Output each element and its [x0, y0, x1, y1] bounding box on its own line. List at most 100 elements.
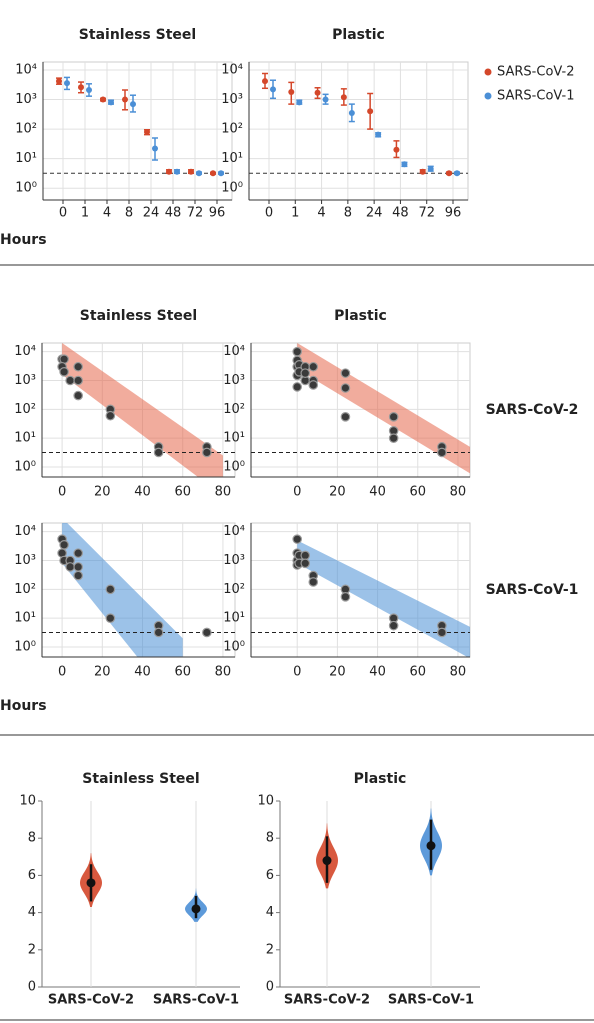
- x-tick-label: 48: [165, 206, 182, 221]
- x-tick-label: SARS-CoV-2: [284, 993, 370, 1008]
- legend-marker: [484, 68, 492, 76]
- y-tick-label: 10²: [221, 122, 243, 137]
- y-tick-label: 10¹: [14, 611, 36, 626]
- x-tick-label: 4: [317, 206, 325, 221]
- point: [262, 78, 268, 85]
- median: [426, 841, 436, 851]
- y-tick-label: 10²: [223, 582, 245, 597]
- point: [300, 558, 311, 569]
- x-tick-label: SARS-CoV-1: [153, 993, 239, 1008]
- y-tick-label: 10¹: [223, 431, 245, 446]
- point: [340, 592, 351, 602]
- y-tick-label: 8: [266, 831, 274, 846]
- point: [388, 412, 399, 422]
- y-tick-label: 10³: [223, 553, 245, 568]
- point: [100, 96, 106, 103]
- point: [388, 433, 399, 443]
- x-tick-label: 48: [392, 206, 409, 221]
- row-label: SARS-CoV-2: [486, 402, 579, 418]
- fit-band: [62, 343, 223, 477]
- x-tick-label: 60: [174, 665, 191, 680]
- point: [73, 570, 83, 581]
- point: [401, 161, 408, 168]
- point: [308, 380, 319, 390]
- point: [59, 540, 69, 550]
- x-tick-label: 72: [187, 206, 204, 221]
- y-tick-label: 4: [266, 905, 274, 920]
- x-tick-label: 40: [369, 485, 386, 500]
- x-tick-label: 80: [215, 485, 232, 500]
- x-tick-label: 20: [329, 665, 346, 680]
- point: [64, 80, 70, 87]
- panel-title: Plastic: [354, 771, 407, 787]
- y-tick-label: 10⁴: [221, 62, 243, 77]
- x-tick-label: 60: [409, 485, 426, 500]
- x-tick-label: 0: [265, 206, 273, 221]
- x-tick-label: 24: [143, 206, 160, 221]
- y-tick-label: 10²: [223, 402, 245, 417]
- plot-frame: [248, 61, 469, 201]
- y-tick-label: 10⁰: [14, 460, 36, 475]
- point: [314, 89, 321, 96]
- panel-title: Stainless Steel: [79, 27, 196, 43]
- point: [437, 627, 447, 638]
- x-tick-label: 8: [125, 206, 133, 221]
- y-tick-label: 10¹: [223, 611, 245, 626]
- point: [78, 84, 84, 91]
- point: [153, 447, 164, 458]
- y-tick-label: 10²: [15, 122, 37, 137]
- point: [86, 87, 92, 94]
- fit-band: [297, 540, 470, 657]
- x-tick-label: 0: [58, 485, 66, 500]
- legend-label: SARS-CoV-2: [497, 65, 575, 80]
- x-tick-label: 0: [58, 665, 66, 680]
- x-tick-label: 24: [366, 206, 383, 221]
- x-tick-label: 40: [134, 665, 151, 680]
- point: [218, 170, 224, 177]
- point: [105, 613, 116, 623]
- point: [174, 168, 180, 175]
- x-tick-label: 8: [344, 206, 352, 221]
- y-tick-label: 0: [266, 980, 274, 995]
- point: [105, 410, 116, 421]
- legend-marker: [484, 92, 492, 100]
- point: [65, 375, 75, 386]
- point: [196, 170, 202, 177]
- panel-title: Stainless Steel: [80, 308, 197, 324]
- fit-band: [297, 343, 470, 474]
- y-tick-label: 2: [266, 942, 274, 957]
- point: [108, 99, 114, 106]
- point: [292, 346, 303, 357]
- point: [210, 170, 216, 177]
- legend-label: SARS-CoV-1: [497, 89, 575, 104]
- plot-frame: [250, 342, 471, 478]
- y-tick-label: 10³: [15, 92, 37, 107]
- panel-title: Plastic: [332, 27, 385, 43]
- y-tick-label: 8: [28, 831, 36, 846]
- point: [437, 447, 447, 458]
- x-tick-label: 40: [369, 665, 386, 680]
- point: [454, 170, 460, 177]
- y-tick-label: 4: [28, 905, 36, 920]
- point: [296, 99, 303, 106]
- y-tick-label: 10⁴: [15, 62, 37, 77]
- x-tick-label: 96: [445, 206, 462, 221]
- y-tick-label: 10¹: [14, 431, 36, 446]
- y-tick-label: 10¹: [221, 151, 243, 166]
- point: [375, 131, 382, 138]
- point: [300, 550, 311, 561]
- point: [288, 88, 295, 95]
- point: [152, 145, 158, 152]
- x-tick-label: SARS-CoV-1: [388, 993, 474, 1008]
- point: [388, 620, 399, 631]
- y-tick-label: 10³: [14, 553, 36, 568]
- point: [340, 412, 351, 422]
- point: [166, 168, 172, 175]
- point: [393, 146, 400, 153]
- y-tick-label: 10⁰: [223, 460, 245, 475]
- y-tick-label: 10¹: [15, 151, 37, 166]
- x-tick-label: 0: [59, 206, 67, 221]
- x-tick-label: 4: [103, 206, 111, 221]
- panel-title: Plastic: [334, 308, 387, 324]
